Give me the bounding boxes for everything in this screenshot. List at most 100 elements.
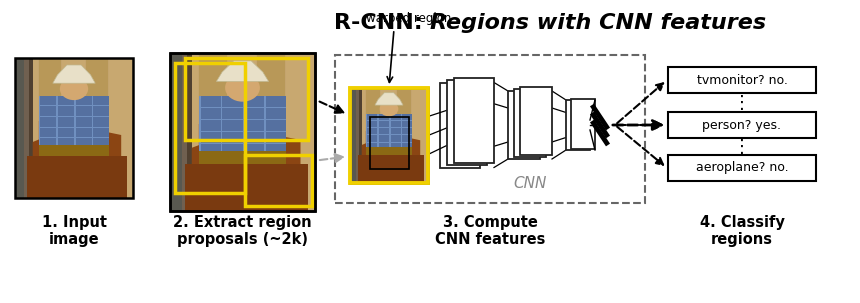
Bar bbox=[350, 88, 359, 183]
Bar bbox=[170, 53, 315, 211]
Bar bbox=[170, 53, 187, 211]
Bar bbox=[62, 58, 85, 198]
Text: ⋮: ⋮ bbox=[733, 138, 751, 155]
Bar bbox=[366, 120, 413, 121]
Polygon shape bbox=[52, 65, 95, 83]
Bar bbox=[56, 96, 58, 149]
Bar bbox=[199, 131, 286, 132]
Bar bbox=[199, 96, 200, 156]
Polygon shape bbox=[362, 134, 421, 183]
Bar bbox=[566, 100, 590, 150]
Text: CNN: CNN bbox=[513, 175, 547, 191]
Bar bbox=[520, 87, 552, 155]
Polygon shape bbox=[192, 129, 300, 211]
Bar bbox=[185, 164, 308, 211]
Bar bbox=[243, 96, 244, 156]
Bar bbox=[668, 67, 816, 93]
Bar bbox=[350, 88, 428, 183]
Bar bbox=[514, 89, 546, 157]
Bar bbox=[39, 127, 109, 128]
Bar bbox=[366, 114, 367, 150]
Bar bbox=[454, 78, 494, 163]
Bar bbox=[199, 107, 286, 108]
Bar bbox=[286, 53, 314, 211]
Ellipse shape bbox=[379, 102, 398, 116]
Bar bbox=[74, 96, 76, 149]
Bar bbox=[571, 98, 595, 148]
Ellipse shape bbox=[225, 74, 260, 102]
Bar bbox=[170, 53, 315, 124]
Bar bbox=[366, 127, 413, 128]
Bar bbox=[221, 96, 222, 156]
Bar bbox=[401, 114, 402, 150]
Bar bbox=[335, 55, 645, 203]
Bar bbox=[257, 53, 285, 211]
Bar bbox=[389, 114, 390, 150]
Bar bbox=[199, 96, 286, 156]
Bar bbox=[440, 82, 480, 168]
Bar bbox=[366, 134, 413, 135]
Bar bbox=[39, 58, 61, 198]
Bar bbox=[350, 88, 365, 183]
Bar bbox=[15, 58, 133, 198]
Bar bbox=[199, 143, 286, 144]
Bar bbox=[39, 105, 109, 106]
Bar bbox=[29, 58, 33, 198]
Text: 2. Extract region
proposals (~2k): 2. Extract region proposals (~2k) bbox=[173, 215, 312, 248]
Bar bbox=[413, 88, 427, 183]
Bar bbox=[359, 88, 362, 183]
Bar bbox=[86, 58, 108, 198]
Text: Regions with CNN features: Regions with CNN features bbox=[430, 13, 766, 33]
Bar bbox=[350, 88, 428, 183]
Bar bbox=[668, 155, 816, 181]
Bar bbox=[187, 53, 192, 211]
Bar bbox=[366, 114, 413, 150]
Bar bbox=[39, 96, 109, 149]
Bar bbox=[228, 53, 256, 211]
Bar bbox=[39, 145, 109, 156]
Bar bbox=[199, 53, 227, 211]
Bar bbox=[170, 53, 315, 211]
Bar bbox=[39, 116, 109, 117]
Bar bbox=[170, 53, 181, 211]
Bar bbox=[245, 155, 312, 206]
Bar bbox=[350, 88, 356, 183]
Bar bbox=[170, 53, 198, 211]
Bar bbox=[264, 96, 266, 156]
Text: ⋮: ⋮ bbox=[733, 94, 751, 112]
Bar bbox=[15, 58, 133, 121]
Bar bbox=[39, 137, 109, 138]
Ellipse shape bbox=[60, 78, 89, 100]
Text: 4. Classify
regions: 4. Classify regions bbox=[699, 215, 784, 248]
Polygon shape bbox=[33, 125, 121, 198]
Bar bbox=[199, 119, 286, 120]
Bar bbox=[447, 80, 487, 165]
Bar bbox=[92, 96, 93, 149]
Bar bbox=[170, 53, 315, 211]
Bar bbox=[366, 147, 413, 155]
Bar bbox=[370, 116, 408, 169]
Text: 1. Input
image: 1. Input image bbox=[41, 215, 107, 248]
Bar bbox=[15, 58, 29, 198]
Text: aeroplane? no.: aeroplane? no. bbox=[696, 161, 789, 175]
Bar bbox=[199, 155, 286, 156]
Bar bbox=[175, 63, 245, 193]
Bar bbox=[27, 156, 127, 198]
Bar bbox=[350, 88, 428, 131]
Bar bbox=[15, 58, 38, 198]
Bar bbox=[39, 148, 109, 149]
Bar bbox=[366, 149, 413, 150]
Text: person? yes.: person? yes. bbox=[703, 118, 782, 132]
Bar bbox=[199, 151, 286, 164]
Bar bbox=[508, 91, 540, 159]
Bar bbox=[381, 88, 396, 183]
Text: warped region: warped region bbox=[366, 12, 452, 25]
Bar bbox=[185, 58, 308, 140]
Bar bbox=[109, 58, 132, 198]
Polygon shape bbox=[217, 61, 268, 82]
Bar bbox=[350, 88, 428, 183]
Bar bbox=[39, 96, 40, 149]
Bar bbox=[15, 58, 24, 198]
Text: tvmonitor? no.: tvmonitor? no. bbox=[697, 74, 788, 86]
Text: R-CNN:: R-CNN: bbox=[334, 13, 430, 33]
